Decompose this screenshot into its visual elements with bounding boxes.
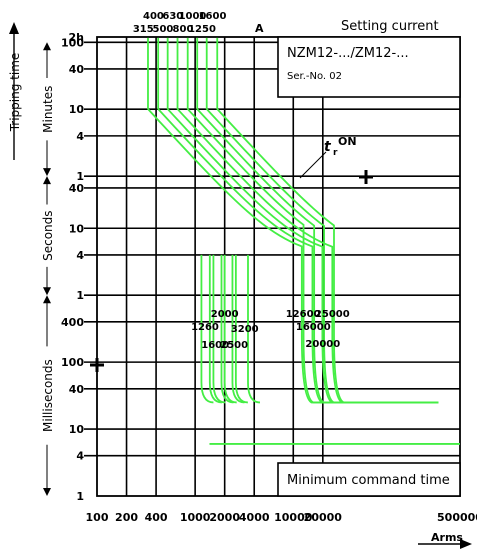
y-group-arrowhead [43,168,51,177]
y-tick-label: 4 [76,249,84,262]
x-tick-label: 2000 [209,511,240,524]
y-group-label: Minutes [41,86,55,133]
setting-current-label: Setting current [341,19,439,34]
y-group-label: Milliseconds [41,359,55,432]
min-command-label: Minimum command time [287,473,450,488]
trip-curve [157,37,439,404]
trip-curve [205,37,439,404]
y-tick-label: 40 [69,182,85,195]
setting-current-value: 500 [153,24,174,35]
y-group-label: Seconds [41,210,55,260]
short-time-branch [247,254,261,404]
setting-current-value: 1250 [188,24,216,35]
trip-curve [216,37,439,404]
y-group-arrowhead [43,488,51,496]
y-tick-label: 100 [61,36,84,49]
x-axis-title: Arms [431,531,463,544]
y-group-arrowhead [43,176,51,185]
trip-curve [186,37,439,404]
y-tick-label: 1 [76,170,84,183]
short-time-branch [200,254,214,404]
setting-current-value: 1600 [199,11,227,22]
setting-current-value: 315 [133,24,154,35]
short-time-branch [220,254,234,404]
y-tick-label: 100 [61,356,84,369]
short-time-branch [223,254,237,404]
y-tick-label: 2h [69,31,85,44]
short-time-branch [208,254,222,404]
setting-current-unit: A [255,22,264,35]
y-tick-label: 40 [69,383,85,396]
pickup-label: 1600 [201,340,229,351]
pickup-label: 16000 [296,322,331,333]
y-tick-label: 10 [69,222,85,235]
y-tick-label: 1 [76,289,84,302]
y-group-arrowhead [43,287,51,296]
x-tick-label: 500000 [437,511,477,524]
x-tick-label: 4000 [239,511,270,524]
y-group-arrowhead [43,42,51,51]
y-group-arrowhead [43,295,51,304]
y-axis-arrowhead [9,22,19,34]
y-tick-label: 4 [76,450,84,463]
trip-curve [147,37,439,404]
short-time-branch [234,254,248,404]
pickup-label: 2000 [211,309,239,320]
pickup-label: 3200 [231,324,259,335]
cross-marker-top [359,170,373,184]
x-tick-label: 400 [145,511,168,524]
x-axis-arrowhead [460,539,472,549]
tr-sub: r [333,148,338,158]
setting-current-value: 400 [143,11,164,22]
pickup-label: 25000 [315,309,350,320]
x-tick-label: 20000 [304,511,343,524]
trip-curve [176,37,439,404]
product-label: NZM12-.../ZM12-... [287,46,409,61]
plot-frame [96,36,461,497]
cross-marker-left [90,358,104,372]
pickup-label: 1260 [191,322,219,333]
on-label: ON [338,135,357,148]
short-time-branch [231,254,245,404]
y-tick-label: 400 [61,316,84,329]
trip-curve [196,37,439,404]
setting-current-value: 630 [162,11,183,22]
tr-label: t [324,139,332,155]
serial-label: Ser.-No. 02 [287,71,342,82]
pickup-label: 20000 [305,339,340,350]
y-tick-label: 40 [69,63,85,76]
tr-pointer [299,151,327,179]
y-axis-title: Tripping time [8,53,22,133]
short-time-branch [212,254,226,404]
setting-current-value: 800 [173,24,194,35]
y-tick-label: 10 [69,423,85,436]
y-tick-label: 1 [76,490,84,503]
min-command-box [277,462,461,497]
y-tick-label: 10 [69,103,85,116]
x-tick-label: 100 [86,511,109,524]
x-tick-label: 1000 [180,511,211,524]
product-box [277,36,461,98]
x-tick-label: 200 [115,511,138,524]
pickup-label: 12600 [286,309,321,320]
x-tick-label: 10000 [274,511,313,524]
y-tick-label: 4 [76,130,84,143]
pickup-label: 2500 [220,340,248,351]
setting-current-value: 1000 [179,11,207,22]
trip-curve [166,37,439,404]
